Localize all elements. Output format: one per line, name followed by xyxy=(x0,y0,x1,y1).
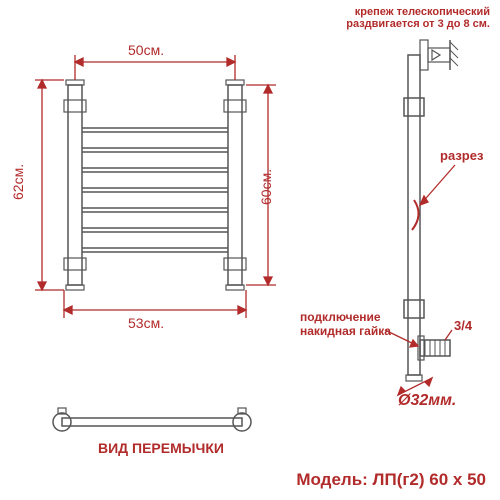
label-bottom-width: 53см. xyxy=(128,315,164,331)
crossbar-view xyxy=(53,408,251,431)
label-model: Модель: ЛП(г2) 60 х 50 xyxy=(296,470,486,490)
front-dimensions xyxy=(35,55,276,318)
side-view xyxy=(404,40,458,381)
diagram-svg xyxy=(0,0,500,500)
front-view xyxy=(64,80,246,290)
label-cut: разрез xyxy=(440,148,483,163)
label-mount-2: раздвигается от 3 до 8 см. xyxy=(346,18,490,30)
label-crossbar: ВИД ПЕРЕМЫЧКИ xyxy=(98,440,224,456)
label-thread: 3/4 xyxy=(454,318,472,333)
label-conn-2: накидная гайка xyxy=(300,324,391,338)
label-mount-1: крепеж телескопический xyxy=(355,6,490,18)
label-left-height: 62см. xyxy=(10,164,26,200)
label-conn-1: подключение xyxy=(300,310,381,324)
label-diameter: Ø32мм. xyxy=(398,392,456,410)
label-right-height: 60см. xyxy=(258,169,274,205)
label-top-width: 50см. xyxy=(128,42,164,58)
